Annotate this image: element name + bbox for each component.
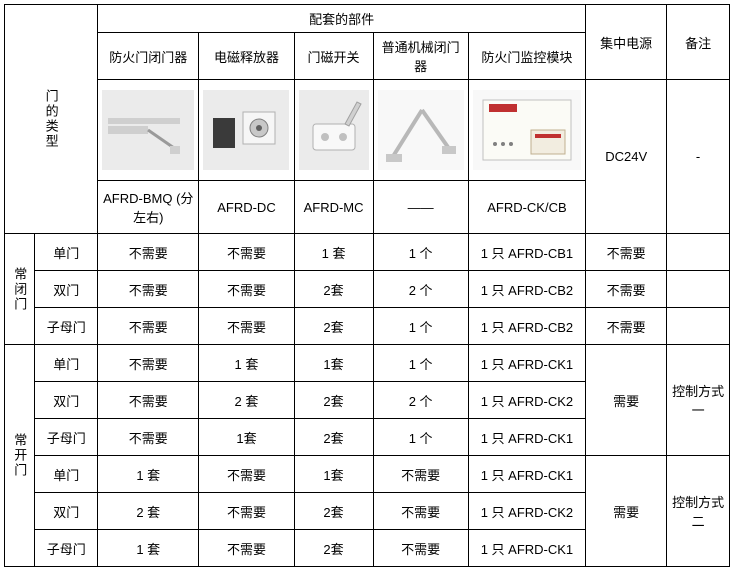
g1r2-c1: 不需要: [98, 271, 199, 308]
g2ar2-c2: 2 套: [199, 382, 294, 419]
g1r1-name: 单门: [35, 234, 98, 271]
g2br2-c1: 2 套: [98, 493, 199, 530]
g2a-c6: 需要: [586, 345, 667, 456]
g2br2-name: 双门: [35, 493, 98, 530]
g1r1-c4: 1 个: [373, 234, 468, 271]
header-col-2: 电磁释放器: [199, 33, 294, 80]
g2ar1-c1: 不需要: [98, 345, 199, 382]
g2br2-c5: 1 只 AFRD-CK2: [468, 493, 585, 530]
g2ar2-c5: 1 只 AFRD-CK2: [468, 382, 585, 419]
g1r2-c7: [667, 271, 730, 308]
header-col-5: 防火门监控模块: [468, 33, 585, 80]
g2ar2-c4: 2 个: [373, 382, 468, 419]
image-door-sensor: [294, 80, 373, 181]
group-label-closed: 常闭门: [5, 234, 35, 345]
mech-closer-icon: [378, 90, 464, 170]
g2br2-c4: 不需要: [373, 493, 468, 530]
g2ar2-c1: 不需要: [98, 382, 199, 419]
g1r3-name: 子母门: [35, 308, 98, 345]
g2ar1-c4: 1 个: [373, 345, 468, 382]
g1r3-c2: 不需要: [199, 308, 294, 345]
group-label-open: 常开门: [5, 345, 35, 567]
g1r2-name: 双门: [35, 271, 98, 308]
header-matched-parts: 配套的部件: [98, 5, 586, 33]
model-c4: ――: [373, 181, 468, 234]
g1r3-c4: 1 个: [373, 308, 468, 345]
g1r2-c5: 1 只 AFRD-CB2: [468, 271, 585, 308]
g2ar2-c3: 2套: [294, 382, 373, 419]
g1r3-c6: 不需要: [586, 308, 667, 345]
model-c5: AFRD-CK/CB: [468, 181, 585, 234]
header-door-type: 门的类型: [5, 5, 98, 234]
g2b-c6: 需要: [586, 456, 667, 567]
g2ar1-c3: 1套: [294, 345, 373, 382]
g2br1-c1: 1 套: [98, 456, 199, 493]
g2ar3-c5: 1 只 AFRD-CK1: [468, 419, 585, 456]
g1r1-c6: 不需要: [586, 234, 667, 271]
g1r3-c1: 不需要: [98, 308, 199, 345]
g2br1-c5: 1 只 AFRD-CK1: [468, 456, 585, 493]
em-release-icon: [203, 90, 289, 170]
door-closer-icon: [102, 90, 194, 170]
g2br1-c4: 不需要: [373, 456, 468, 493]
model-c2: AFRD-DC: [199, 181, 294, 234]
g2ar3-c2: 1套: [199, 419, 294, 456]
door-sensor-icon: [299, 90, 369, 170]
image-em-release: [199, 80, 294, 181]
image-mech-closer: [373, 80, 468, 181]
model-c7: -: [667, 80, 730, 234]
g2ar1-name: 单门: [35, 345, 98, 382]
g2br1-name: 单门: [35, 456, 98, 493]
g2br3-name: 子母门: [35, 530, 98, 567]
g2br2-c2: 不需要: [199, 493, 294, 530]
g2ar1-c2: 1 套: [199, 345, 294, 382]
g1r2-c3: 2套: [294, 271, 373, 308]
g2br3-c5: 1 只 AFRD-CK1: [468, 530, 585, 567]
g1r3-c5: 1 只 AFRD-CB2: [468, 308, 585, 345]
g1r3-c3: 2套: [294, 308, 373, 345]
model-c1: AFRD-BMQ (分左右): [98, 181, 199, 234]
g2br3-c3: 2套: [294, 530, 373, 567]
model-c6: DC24V: [586, 80, 667, 234]
header-col-4: 普通机械闭门器: [373, 33, 468, 80]
g2br3-c4: 不需要: [373, 530, 468, 567]
group-label-open-text: 常开门: [10, 433, 29, 478]
header-col-3: 门磁开关: [294, 33, 373, 80]
g1r2-c2: 不需要: [199, 271, 294, 308]
model-c3: AFRD-MC: [294, 181, 373, 234]
image-monitor-module: [468, 80, 585, 181]
g2ar3-c1: 不需要: [98, 419, 199, 456]
g2ar1-c5: 1 只 AFRD-CK1: [468, 345, 585, 382]
g1r1-c2: 不需要: [199, 234, 294, 271]
header-col-7: 备注: [667, 5, 730, 80]
group-label-closed-text: 常闭门: [10, 267, 29, 312]
g2br1-c3: 1套: [294, 456, 373, 493]
header-col-6: 集中电源: [586, 5, 667, 80]
header-door-type-label: 门的类型: [42, 89, 61, 149]
g1r1-c5: 1 只 AFRD-CB1: [468, 234, 585, 271]
g2ar3-name: 子母门: [35, 419, 98, 456]
g2br3-c1: 1 套: [98, 530, 199, 567]
g1r2-c4: 2 个: [373, 271, 468, 308]
g2ar3-c3: 2套: [294, 419, 373, 456]
g2br2-c3: 2套: [294, 493, 373, 530]
g2b-c7: 控制方式二: [667, 456, 730, 567]
g2ar2-name: 双门: [35, 382, 98, 419]
g2br3-c2: 不需要: [199, 530, 294, 567]
g1r1-c1: 不需要: [98, 234, 199, 271]
g1r2-c6: 不需要: [586, 271, 667, 308]
g1r1-c7: [667, 234, 730, 271]
g1r1-c3: 1 套: [294, 234, 373, 271]
g2a-c7: 控制方式一: [667, 345, 730, 456]
g2ar3-c4: 1 个: [373, 419, 468, 456]
image-door-closer: [98, 80, 199, 181]
g1r3-c7: [667, 308, 730, 345]
g2br1-c2: 不需要: [199, 456, 294, 493]
header-col-1: 防火门闭门器: [98, 33, 199, 80]
monitor-module-icon: [473, 90, 581, 170]
